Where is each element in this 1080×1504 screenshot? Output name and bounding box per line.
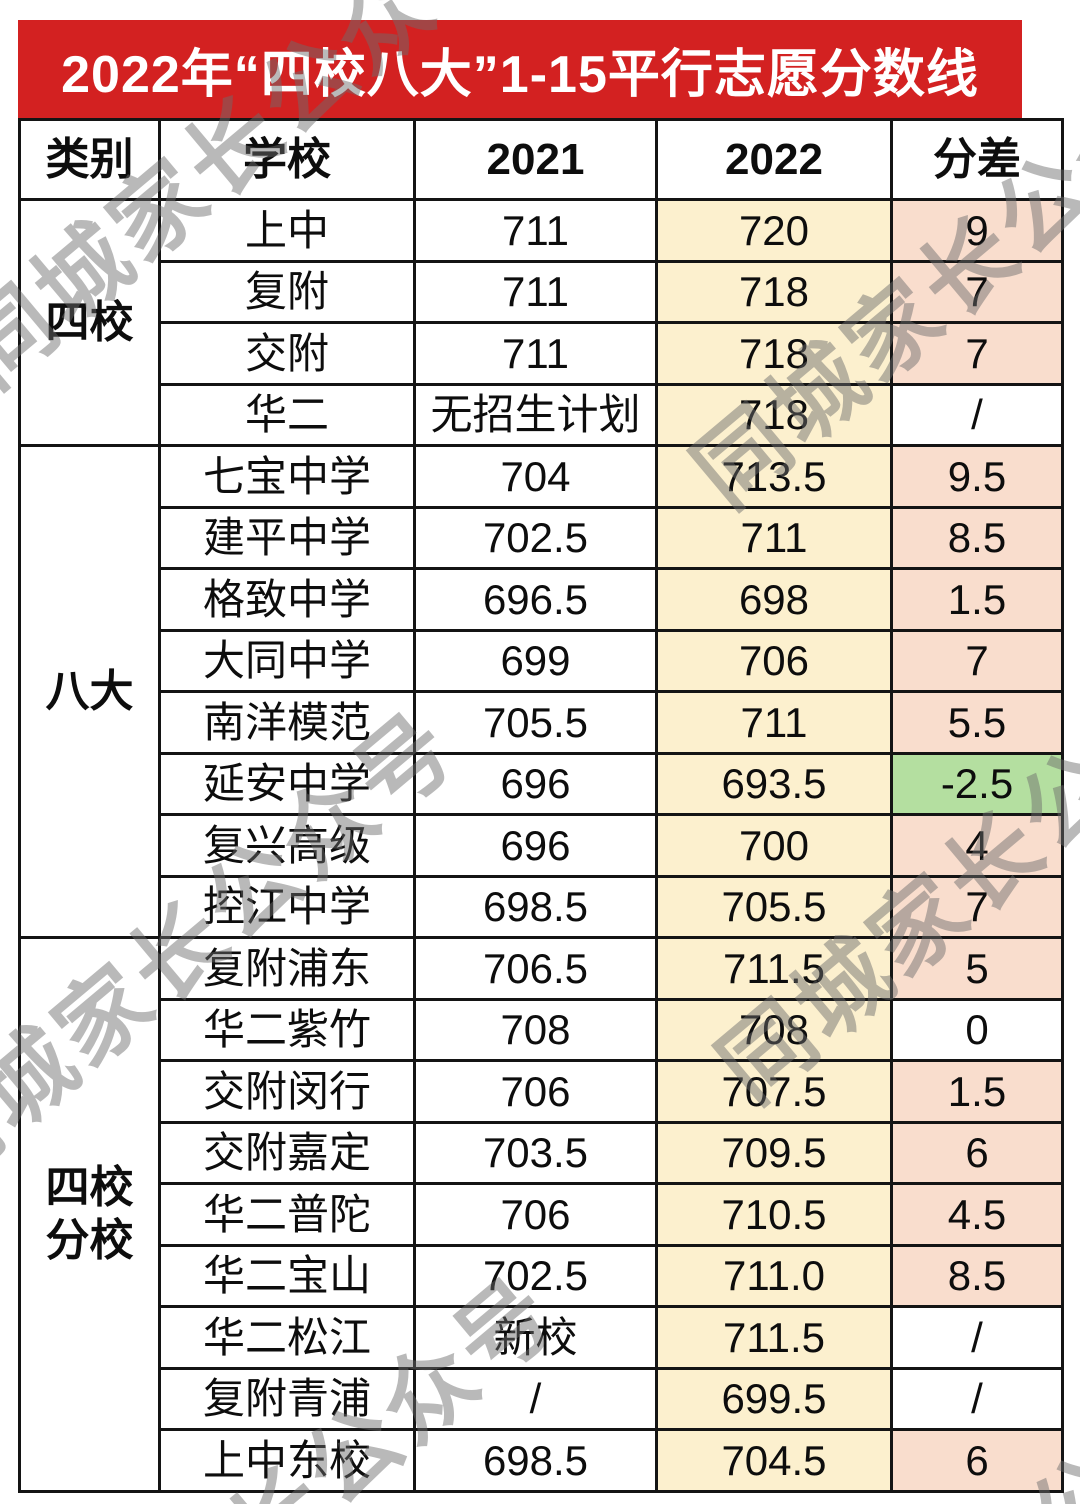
score-2021-cell: 711	[416, 262, 655, 321]
score-2022-cell: 718	[658, 324, 890, 383]
score-2021-cell: 696.5	[416, 570, 655, 629]
score-2021-cell: 699	[416, 631, 655, 690]
score-2021-cell: 698.5	[416, 877, 655, 936]
diff-cell: 7	[893, 324, 1061, 383]
score-2022-cell: 713.5	[658, 447, 890, 506]
score-2022-cell: 705.5	[658, 877, 890, 936]
score-2021-cell: 696	[416, 816, 655, 875]
score-2022-cell: 711.5	[658, 939, 890, 998]
score-2022-cell: 709.5	[658, 1123, 890, 1182]
score-2021-cell: 无招生计划	[416, 385, 655, 444]
column-header-school: 学校	[161, 121, 413, 198]
score-2022-cell: 711.0	[658, 1246, 890, 1305]
school-cell: 建平中学	[161, 508, 413, 567]
score-2021-cell: 706	[416, 1185, 655, 1244]
school-cell: 复兴高级	[161, 816, 413, 875]
school-cell: 格致中学	[161, 570, 413, 629]
diff-cell: 9	[893, 201, 1061, 260]
diff-cell: /	[893, 1369, 1061, 1428]
school-cell: 交附闵行	[161, 1062, 413, 1121]
school-cell: 华二宝山	[161, 1246, 413, 1305]
scores-table: 类别 学校 2021 2022 分差 四校 上中 711 720 9 复附 71…	[18, 118, 1064, 1493]
school-cell: 交附	[161, 324, 413, 383]
school-cell: 华二紫竹	[161, 1000, 413, 1059]
score-2022-cell: 720	[658, 201, 890, 260]
score-2021-cell: 703.5	[416, 1123, 655, 1182]
score-2022-cell: 707.5	[658, 1062, 890, 1121]
score-2022-cell: 718	[658, 385, 890, 444]
diff-cell: 7	[893, 631, 1061, 690]
diff-cell: 9.5	[893, 447, 1061, 506]
score-2021-cell: 696	[416, 754, 655, 813]
score-2022-cell: 718	[658, 262, 890, 321]
school-cell: 大同中学	[161, 631, 413, 690]
diff-cell: /	[893, 385, 1061, 444]
score-2022-cell: 700	[658, 816, 890, 875]
score-2022-cell: 711.5	[658, 1308, 890, 1367]
diff-cell: 0	[893, 1000, 1061, 1059]
diff-cell: 8.5	[893, 1246, 1061, 1305]
score-2022-cell: 704.5	[658, 1431, 890, 1490]
diff-cell: -2.5	[893, 754, 1061, 813]
diff-cell: 4	[893, 816, 1061, 875]
score-2021-cell: 704	[416, 447, 655, 506]
school-cell: 华二普陀	[161, 1185, 413, 1244]
score-2021-cell: 702.5	[416, 1246, 655, 1305]
school-cell: 上中东校	[161, 1431, 413, 1490]
school-cell: 南洋模范	[161, 693, 413, 752]
score-2022-cell: 699.5	[658, 1369, 890, 1428]
score-2021-cell: 698.5	[416, 1431, 655, 1490]
score-2021-cell: 708	[416, 1000, 655, 1059]
school-cell: 延安中学	[161, 754, 413, 813]
category-cell: 四校分校	[21, 939, 158, 1490]
diff-cell: 7	[893, 877, 1061, 936]
score-2022-cell: 710.5	[658, 1185, 890, 1244]
school-cell: 华二松江	[161, 1308, 413, 1367]
school-cell: 复附青浦	[161, 1369, 413, 1428]
score-2021-cell: 705.5	[416, 693, 655, 752]
diff-cell: 1.5	[893, 570, 1061, 629]
school-cell: 上中	[161, 201, 413, 260]
score-2021-cell: 702.5	[416, 508, 655, 567]
school-cell: 华二	[161, 385, 413, 444]
score-2022-cell: 711	[658, 693, 890, 752]
diff-cell: 8.5	[893, 508, 1061, 567]
diff-cell: 6	[893, 1123, 1061, 1182]
category-cell: 四校	[21, 201, 158, 444]
score-2021-cell: 711	[416, 324, 655, 383]
school-cell: 七宝中学	[161, 447, 413, 506]
school-cell: 交附嘉定	[161, 1123, 413, 1182]
column-header-category: 类别	[21, 121, 158, 198]
school-cell: 控江中学	[161, 877, 413, 936]
score-2022-cell: 708	[658, 1000, 890, 1059]
score-2021-cell: 706	[416, 1062, 655, 1121]
column-header-2021: 2021	[416, 121, 655, 198]
score-2021-cell: 新校	[416, 1308, 655, 1367]
diff-cell: 5.5	[893, 693, 1061, 752]
category-cell: 八大	[21, 447, 158, 936]
score-2022-cell: 711	[658, 508, 890, 567]
diff-cell: 5	[893, 939, 1061, 998]
column-header-diff: 分差	[893, 121, 1061, 198]
diff-cell: /	[893, 1308, 1061, 1367]
score-2022-cell: 706	[658, 631, 890, 690]
score-2022-cell: 698	[658, 570, 890, 629]
diff-cell: 7	[893, 262, 1061, 321]
score-2021-cell: 706.5	[416, 939, 655, 998]
title-banner: 2022年“四校八大”1-15平行志愿分数线	[18, 20, 1022, 118]
score-2021-cell: /	[416, 1369, 655, 1428]
school-cell: 复附	[161, 262, 413, 321]
page-title: 2022年“四校八大”1-15平行志愿分数线	[61, 45, 979, 104]
diff-cell: 1.5	[893, 1062, 1061, 1121]
score-2022-cell: 693.5	[658, 754, 890, 813]
column-header-2022: 2022	[658, 121, 890, 198]
school-cell: 复附浦东	[161, 939, 413, 998]
score-2021-cell: 711	[416, 201, 655, 260]
diff-cell: 4.5	[893, 1185, 1061, 1244]
diff-cell: 6	[893, 1431, 1061, 1490]
